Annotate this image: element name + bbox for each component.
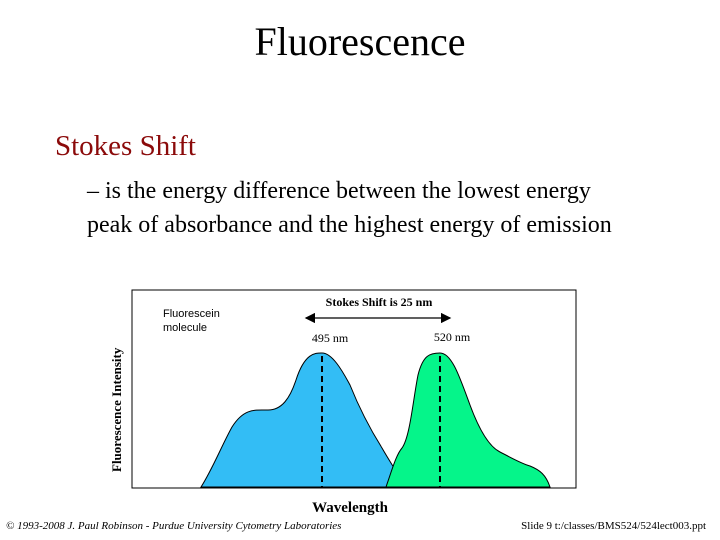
bullet-text: – is the energy difference between the l… (87, 178, 612, 238)
x-axis-label: Wavelength (312, 500, 388, 516)
footer-slide-info: Slide 9 t:/classes/BMS524/524lect003.ppt (521, 520, 706, 532)
emission-peak-label: 520 nm (434, 330, 471, 344)
absorbance-curve (200, 352, 407, 488)
molecule-label-line2: molecule (163, 322, 207, 334)
absorbance-peak-label: 495 nm (312, 331, 349, 345)
slide-title: Fluorescence (254, 19, 466, 64)
stokes-shift-label: Stokes Shift is 25 nm (326, 295, 433, 309)
molecule-label-line1: Fluorescein (163, 308, 220, 320)
slide-subtitle: Stokes Shift (55, 130, 196, 162)
footer-copyright: © 1993-2008 J. Paul Robinson - Purdue Un… (6, 520, 342, 532)
emission-curve (385, 352, 551, 488)
y-axis-label: Fluorescence Intensity (109, 347, 124, 472)
